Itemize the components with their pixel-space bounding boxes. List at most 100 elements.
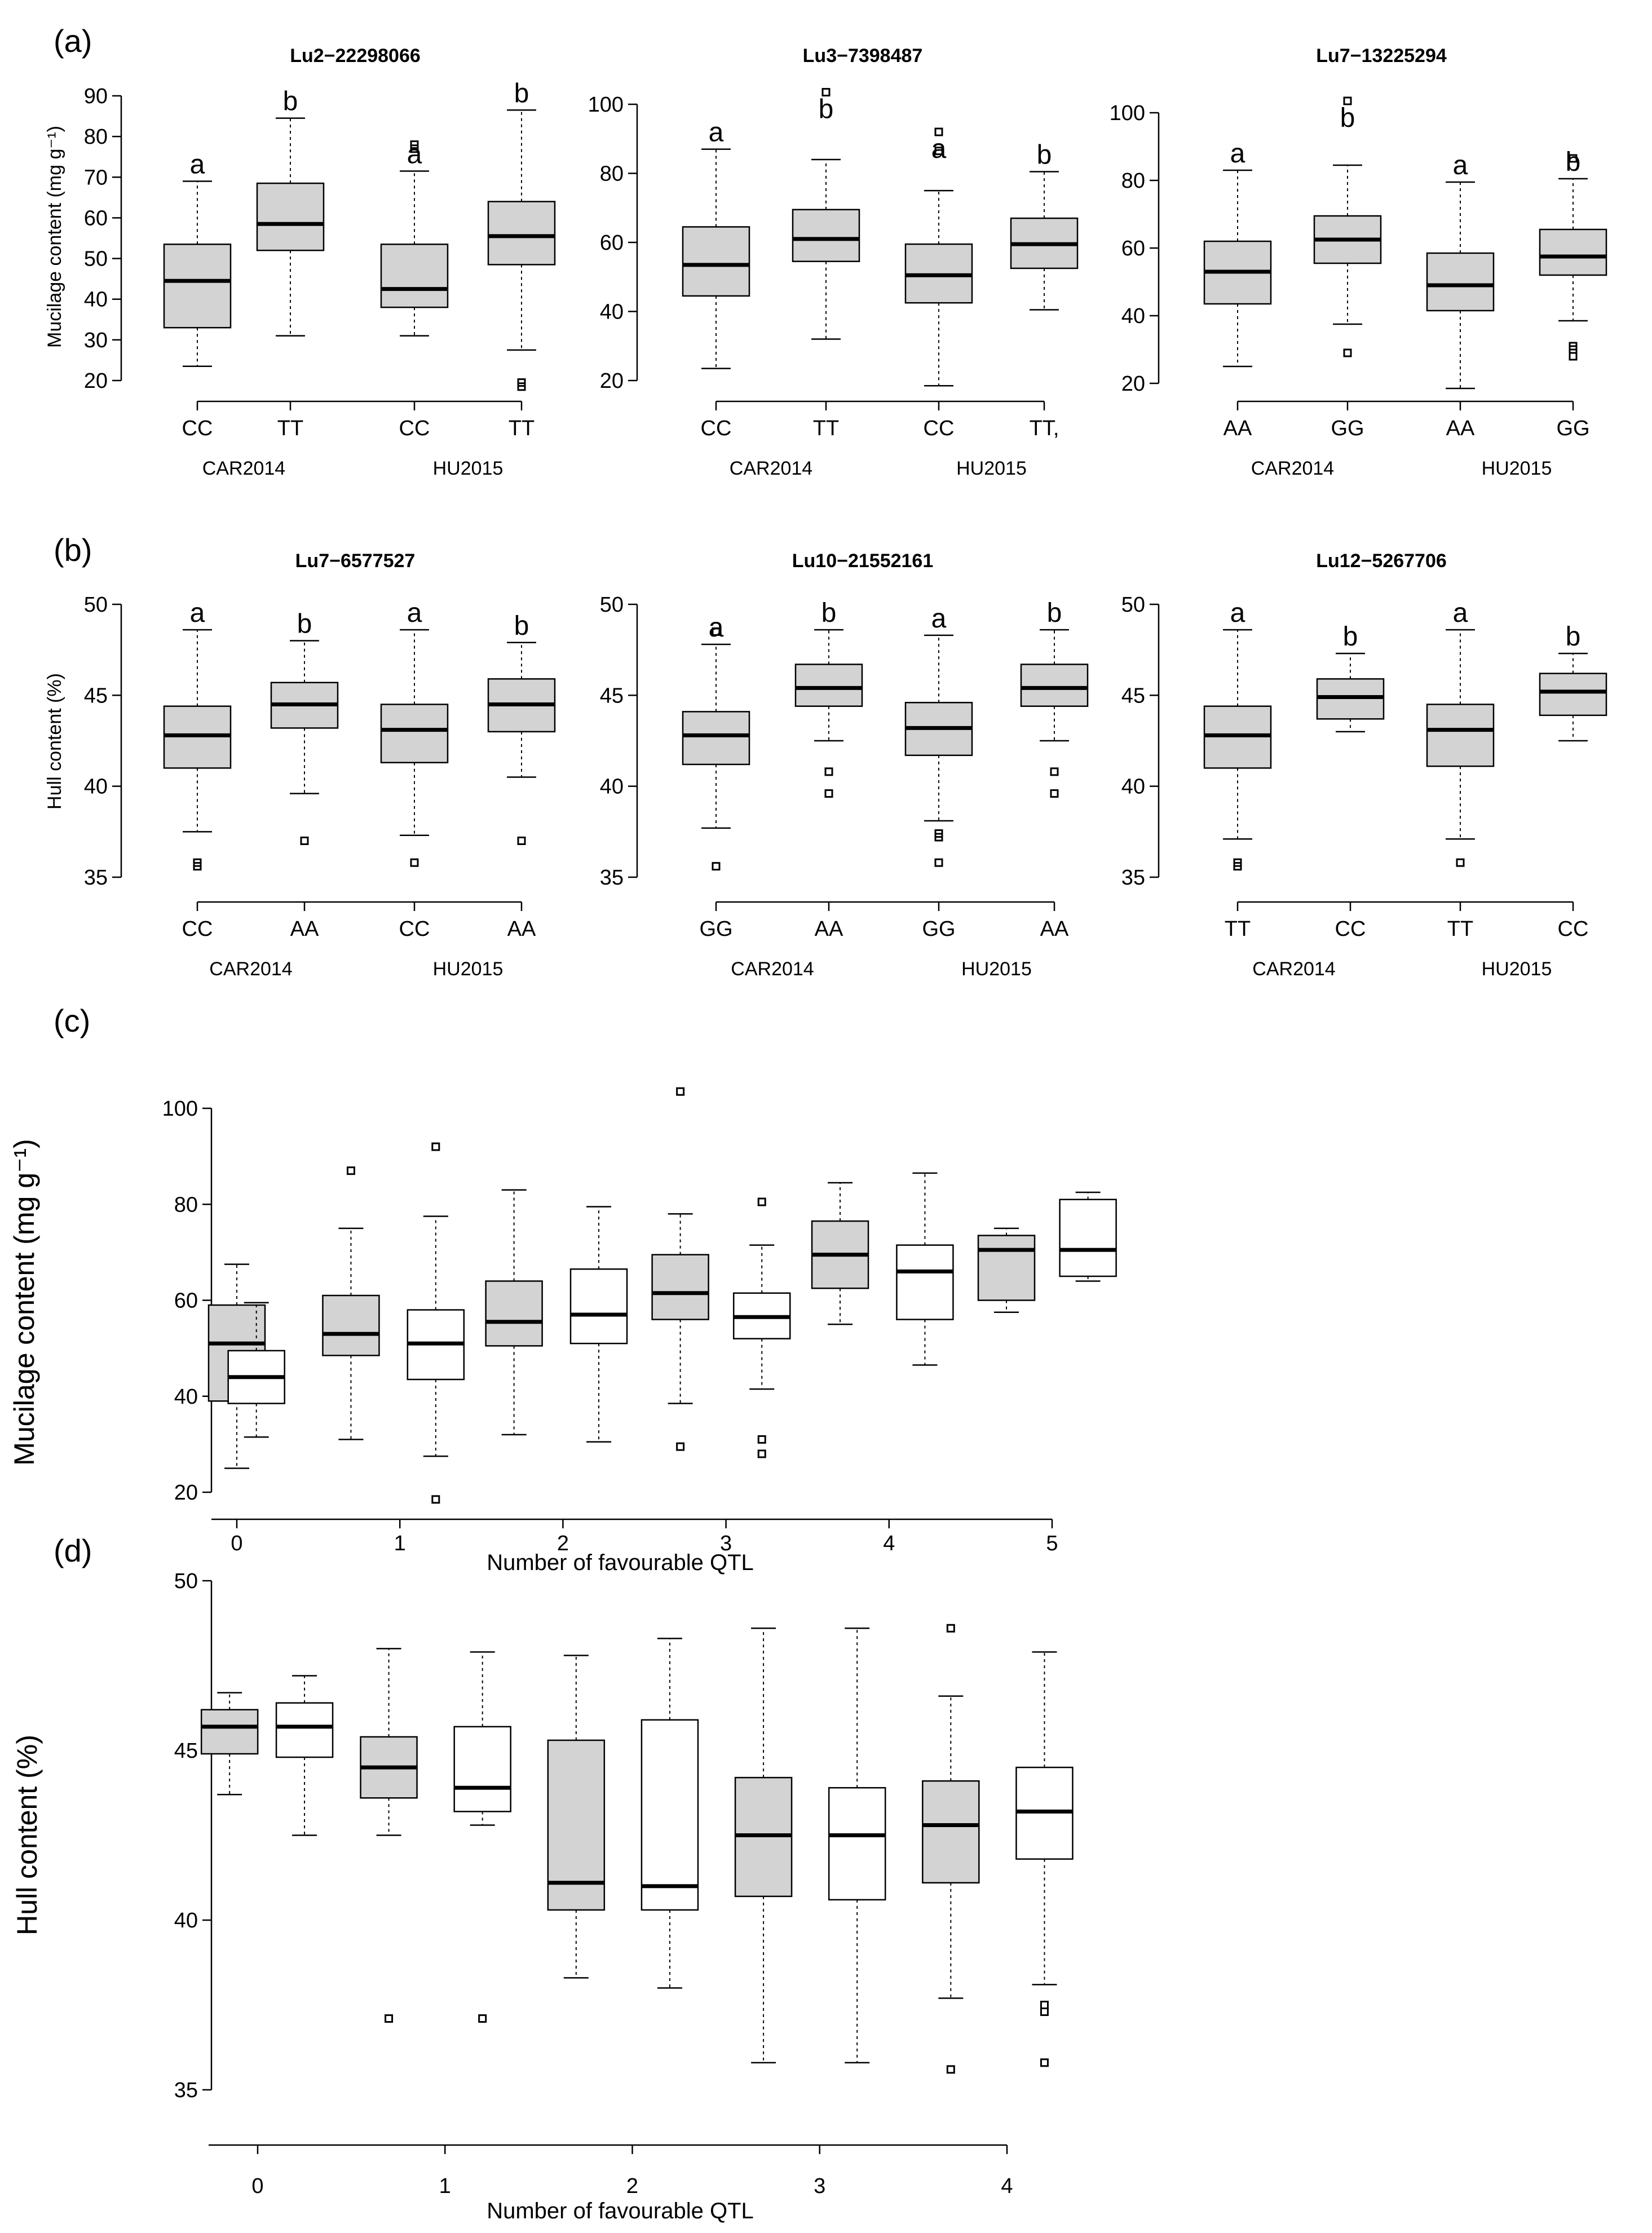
- outlier-point: [410, 858, 419, 867]
- category-label: TT: [277, 417, 303, 440]
- box-4: [547, 1655, 606, 1979]
- y-axis-label: Hull content (%): [44, 673, 65, 810]
- category-label: CC: [182, 917, 213, 941]
- box-1: b: [794, 598, 863, 798]
- y-tick-label: 50: [84, 247, 108, 271]
- chart-title: Lu12−5267706: [1316, 550, 1447, 572]
- y-tick-label: 45: [600, 684, 624, 708]
- iqr-box: [651, 1254, 709, 1320]
- chart-lu2-22298066: Lu2−22298066 20 30 40 50 60 70 80 90 Mucilage con…: [44, 45, 556, 479]
- y-tick-label: 35: [174, 2079, 198, 2102]
- x-tick-label: 5: [1046, 1532, 1058, 1555]
- outlier-point: [757, 1197, 766, 1206]
- outlier-point: [946, 2065, 955, 2074]
- outlier-point: [757, 1449, 766, 1458]
- x-axis-label: Number of favourable QTL: [487, 2199, 754, 2223]
- outlier-point: [934, 858, 943, 867]
- x-tick-label: 4: [883, 1532, 895, 1555]
- significance-letter: b: [819, 95, 834, 125]
- y-tick-label: 60: [84, 206, 108, 230]
- chart-title: Lu7−13225294: [1316, 45, 1447, 67]
- y-tick-label: 35: [84, 866, 108, 890]
- box-0: a: [682, 613, 750, 871]
- box-7: [732, 1197, 791, 1458]
- y-tick-label: 80: [600, 162, 624, 186]
- significance-letter: b: [283, 87, 298, 117]
- outlier-point: [821, 88, 831, 97]
- iqr-box: [163, 244, 232, 329]
- category-label: CC: [701, 417, 732, 440]
- outlier-point: [1040, 2058, 1049, 2067]
- iqr-box: [380, 704, 449, 763]
- significance-letter: a: [1453, 598, 1468, 628]
- outlier-point: [676, 1087, 685, 1096]
- box-10: [977, 1227, 1036, 1314]
- x-tick-label: 1: [439, 2174, 451, 2198]
- x-tick-label: 1: [394, 1532, 406, 1555]
- box-0: a: [1203, 139, 1272, 368]
- chart-lu7-13225294: Lu7−13225294 20 40 60 80 100 AA GG AA GG CAR2014 HU…: [1110, 45, 1607, 479]
- outlier-point: [410, 140, 419, 149]
- group-label: HU2015: [961, 958, 1032, 980]
- group-label: CAR2014: [1251, 458, 1334, 479]
- x-tick-label: 0: [251, 2174, 263, 2198]
- outlier-point: [1569, 352, 1578, 361]
- category-label: CC: [399, 417, 430, 440]
- category-label: GG: [699, 917, 732, 941]
- iqr-box: [1059, 1199, 1117, 1277]
- outlier-point: [1040, 2008, 1049, 2017]
- significance-letter: a: [407, 139, 422, 169]
- box-1: b: [1316, 622, 1385, 733]
- outlier-point: [431, 1495, 440, 1504]
- significance-letter: a: [407, 598, 422, 628]
- outlier-point: [1050, 767, 1059, 776]
- outlier-point: [676, 1442, 685, 1451]
- box-6: [734, 1628, 793, 2064]
- panel-label-b: (b): [54, 532, 92, 568]
- iqr-box: [1539, 228, 1607, 276]
- y-axis-label: Mucilage content (mg g⁻¹): [44, 126, 65, 348]
- significance-letter: b: [1566, 622, 1581, 652]
- y-tick-label: 100: [1110, 101, 1145, 125]
- y-tick-label: 70: [84, 166, 108, 189]
- x-tick-label: 2: [626, 2174, 638, 2198]
- iqr-box: [453, 1726, 511, 1812]
- y-tick-label: 100: [162, 1097, 198, 1121]
- box-1: b: [1313, 96, 1382, 357]
- outlier-point: [1050, 789, 1059, 798]
- chart-mucilage-by-qtl: 20 40 60 80 100 Mucilage content (mg g⁻¹) 0 1 2 3…: [8, 1087, 1117, 1575]
- significance-letter: b: [514, 611, 529, 641]
- category-label: GG: [1556, 417, 1589, 440]
- category-label: AA: [507, 917, 536, 941]
- group-label: CAR2014: [730, 458, 812, 479]
- y-tick-label: 40: [174, 1909, 198, 1933]
- y-tick-label: 30: [84, 329, 108, 352]
- y-axis-label: Mucilage content (mg g⁻¹): [8, 1139, 40, 1465]
- box-2: a: [1426, 598, 1495, 867]
- category-label: AA: [1446, 417, 1475, 440]
- outlier-point: [300, 836, 309, 845]
- x-tick-label: 3: [814, 2174, 825, 2198]
- category-label: CC: [182, 417, 213, 440]
- x-tick-label: 2: [557, 1532, 569, 1555]
- iqr-box: [322, 1294, 380, 1356]
- category-label: AA: [290, 917, 319, 941]
- box-3: b: [1020, 598, 1089, 798]
- significance-letter: a: [931, 134, 947, 164]
- box-1: b: [270, 609, 339, 845]
- iqr-box: [380, 244, 449, 308]
- significance-letter: b: [1340, 103, 1355, 133]
- category-label: TT: [1225, 917, 1251, 941]
- outlier-point: [517, 836, 526, 845]
- outlier-point: [824, 767, 833, 776]
- outlier-point: [934, 829, 943, 838]
- significance-letter: b: [514, 78, 529, 108]
- y-tick-label: 50: [1121, 593, 1145, 617]
- box-3: b: [487, 78, 556, 391]
- box-8: [922, 1624, 980, 2074]
- box-2: [360, 1648, 418, 2023]
- category-label: TT: [1447, 917, 1473, 941]
- box-1: b: [792, 88, 860, 340]
- outlier-point: [712, 627, 721, 636]
- y-tick-label: 20: [1121, 372, 1145, 396]
